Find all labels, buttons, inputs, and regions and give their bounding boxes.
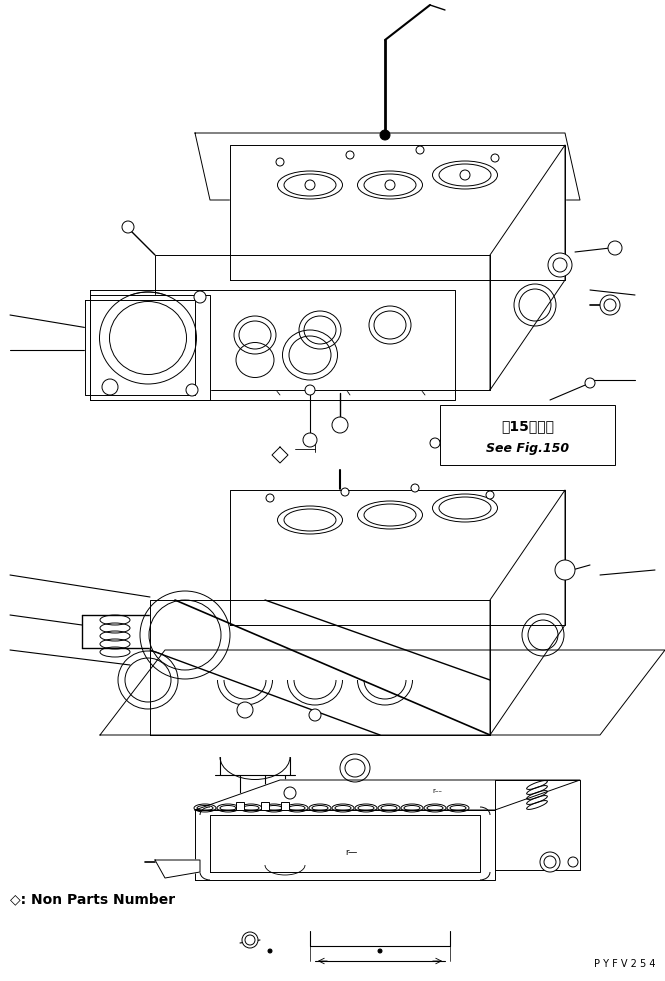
Polygon shape [490, 490, 565, 735]
Circle shape [194, 291, 206, 303]
Circle shape [266, 494, 274, 502]
Circle shape [305, 180, 315, 190]
Circle shape [430, 438, 440, 448]
Circle shape [309, 709, 321, 721]
Circle shape [276, 158, 284, 166]
Polygon shape [195, 780, 580, 810]
Polygon shape [90, 295, 210, 400]
Polygon shape [150, 600, 490, 735]
Circle shape [378, 949, 382, 953]
Circle shape [242, 932, 258, 948]
Circle shape [568, 857, 578, 867]
Circle shape [245, 935, 255, 945]
Polygon shape [195, 810, 495, 880]
Polygon shape [155, 255, 490, 390]
Circle shape [411, 484, 419, 492]
Polygon shape [85, 300, 195, 395]
Circle shape [122, 221, 134, 233]
Polygon shape [230, 490, 565, 625]
Text: r––: r–– [432, 788, 442, 794]
Circle shape [585, 378, 595, 388]
Polygon shape [100, 650, 665, 735]
Circle shape [555, 560, 575, 580]
Text: See Fig.150: See Fig.150 [486, 441, 569, 455]
Circle shape [385, 180, 395, 190]
Polygon shape [495, 780, 580, 870]
Circle shape [553, 258, 567, 272]
Circle shape [268, 949, 272, 953]
Text: r―: r― [345, 848, 357, 857]
Circle shape [608, 241, 622, 255]
Circle shape [303, 433, 317, 447]
Circle shape [284, 787, 296, 799]
Circle shape [380, 130, 390, 140]
Circle shape [237, 702, 253, 718]
Circle shape [491, 154, 499, 162]
Circle shape [332, 417, 348, 433]
Circle shape [540, 852, 560, 872]
Bar [281, 802, 289, 810]
Text: P Y F V 2 5 4: P Y F V 2 5 4 [593, 959, 655, 969]
Circle shape [604, 299, 616, 311]
Circle shape [186, 384, 198, 396]
Circle shape [136, 325, 160, 349]
Circle shape [102, 379, 118, 395]
Bar [261, 802, 269, 810]
Polygon shape [155, 860, 200, 878]
Circle shape [341, 488, 349, 496]
Circle shape [346, 151, 354, 159]
Circle shape [600, 295, 620, 315]
Polygon shape [490, 145, 565, 390]
Circle shape [416, 146, 424, 154]
Circle shape [486, 491, 494, 499]
Polygon shape [230, 145, 565, 280]
Circle shape [305, 385, 315, 395]
Text: ◇: Non Parts Number: ◇: Non Parts Number [10, 892, 175, 906]
Bar [236, 802, 244, 810]
Polygon shape [195, 133, 580, 200]
Circle shape [460, 170, 470, 180]
Circle shape [548, 253, 572, 277]
Circle shape [544, 856, 556, 868]
Bar [440, 405, 615, 465]
Text: 第15图参照: 第15图参照 [501, 419, 554, 433]
